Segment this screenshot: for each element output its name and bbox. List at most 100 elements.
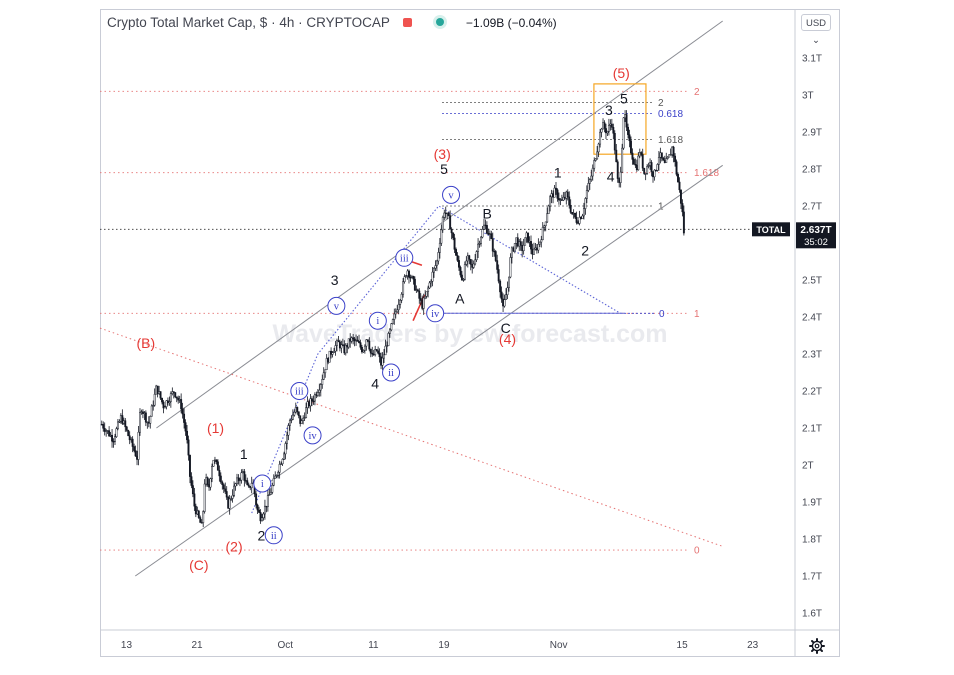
candle-body — [541, 227, 544, 241]
candle-body — [630, 140, 632, 154]
candle-body — [216, 461, 219, 471]
fib-level-label: 2 — [658, 98, 664, 109]
candle-body — [263, 505, 266, 515]
candle-body — [255, 493, 258, 506]
candle-body — [237, 477, 240, 481]
candle-body — [156, 385, 159, 395]
candle-body — [130, 438, 133, 441]
candle-body — [287, 425, 290, 436]
candle-body — [530, 241, 532, 250]
blue-dotted-wave-path[interactable] — [251, 205, 621, 514]
candle-body — [553, 187, 556, 198]
candle-body — [510, 247, 513, 258]
wave-label-intermediate: 5 — [440, 161, 448, 177]
candle-body — [225, 491, 228, 498]
candle-body — [652, 171, 654, 178]
candle-body — [141, 411, 144, 414]
candle-body — [650, 162, 653, 172]
candle-body — [337, 340, 340, 343]
candle-body — [447, 212, 450, 216]
candle-body — [381, 357, 384, 366]
candle-body — [281, 459, 284, 465]
candle-body — [180, 399, 183, 410]
candle-body — [474, 259, 477, 265]
candle-body — [627, 126, 629, 135]
candle-body — [338, 341, 341, 349]
candle-body — [671, 146, 674, 155]
candle-body — [468, 255, 471, 260]
candle-body — [515, 237, 518, 244]
candle-body — [186, 430, 188, 441]
candle-body — [103, 428, 106, 432]
candle-body — [305, 407, 308, 418]
target-zone-box[interactable] — [593, 83, 647, 155]
wave-label-major: (5) — [613, 65, 630, 81]
candle-body — [496, 260, 499, 270]
candle-body — [124, 420, 127, 428]
candle-body — [588, 179, 591, 184]
gear-icon[interactable] — [809, 638, 825, 654]
candle-body — [582, 208, 585, 217]
x-tick-label: Oct — [277, 640, 293, 651]
candle-body — [600, 128, 603, 133]
candle-body — [162, 401, 165, 409]
candle-body — [184, 422, 187, 432]
candle-body — [622, 117, 625, 149]
candle-body — [159, 391, 162, 399]
red-trend-segment[interactable] — [412, 294, 426, 322]
candle-body — [400, 293, 403, 301]
candle-body — [299, 415, 302, 424]
wave-label-intermediate: B — [483, 205, 492, 221]
candle-body — [315, 394, 318, 396]
candle-body — [508, 276, 510, 288]
candle-body — [649, 162, 652, 166]
candle-body — [266, 495, 269, 507]
candle-body — [131, 438, 134, 447]
candle-body — [309, 398, 312, 407]
candle-body — [236, 477, 238, 484]
candle-body — [599, 131, 602, 145]
candle-body — [158, 391, 161, 395]
candle-body — [522, 244, 525, 252]
x-tick-label: 19 — [438, 640, 450, 651]
candle-body — [546, 213, 549, 223]
candle-body — [240, 472, 243, 481]
candle-body — [428, 282, 431, 289]
candle-body — [233, 485, 236, 496]
candle-body — [377, 350, 380, 354]
channel-lower-line[interactable] — [134, 164, 723, 577]
candle-body — [527, 232, 530, 243]
candle-body — [118, 421, 121, 423]
flag-icon[interactable] — [403, 18, 413, 27]
candle-body — [416, 289, 419, 292]
candle-body — [434, 265, 437, 269]
red-dotted-trendline[interactable] — [99, 327, 723, 547]
candle-body — [430, 281, 432, 284]
candle-body — [540, 239, 543, 243]
candle-body — [318, 389, 321, 393]
candle-body — [175, 396, 178, 399]
candle-body — [402, 281, 405, 295]
candle-body — [437, 252, 440, 262]
candle-body — [431, 271, 434, 282]
candle-body — [359, 342, 362, 348]
candle-body — [143, 412, 146, 414]
wave-label-minor: i — [376, 316, 379, 327]
candle-body — [446, 212, 449, 215]
candle-body — [171, 391, 174, 394]
channel-upper-line[interactable] — [156, 20, 723, 429]
currency-button[interactable]: USD ⌄ — [801, 14, 831, 46]
candle-body — [677, 174, 679, 183]
candle-body — [200, 522, 203, 524]
candle-body — [119, 415, 122, 422]
candle-body — [656, 164, 659, 171]
candle-body — [606, 131, 609, 134]
x-tick-label: 11 — [368, 640, 379, 651]
candle-body — [657, 156, 660, 165]
candle-body — [356, 339, 359, 342]
candle-body — [275, 474, 278, 477]
candle-body — [644, 173, 647, 175]
candle-body — [290, 419, 293, 421]
candle-body — [399, 300, 402, 305]
